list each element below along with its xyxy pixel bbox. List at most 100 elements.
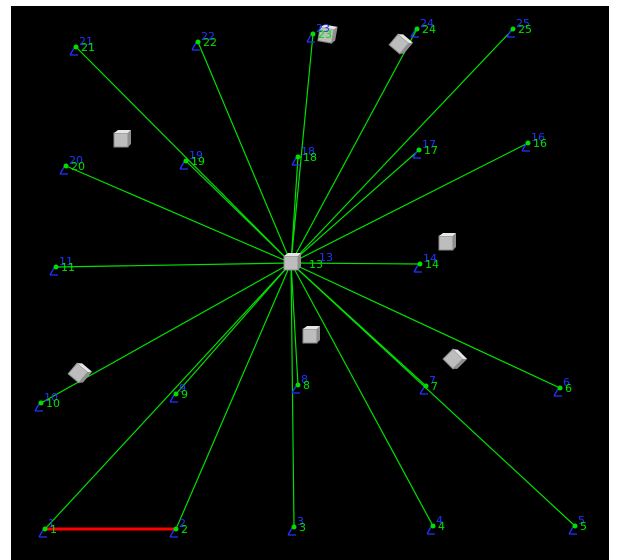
link-13-1[interactable] xyxy=(44,262,292,530)
link-13-24[interactable] xyxy=(290,28,418,264)
node-label: 3 xyxy=(299,521,306,534)
cube-face xyxy=(302,328,318,344)
link-13-20[interactable] xyxy=(65,165,292,264)
marker-icon xyxy=(291,385,300,394)
cube-icon xyxy=(438,233,456,251)
cube-side xyxy=(453,233,456,250)
node-dot xyxy=(423,383,429,389)
link-13-14[interactable] xyxy=(290,262,421,265)
node-5[interactable]: 55 xyxy=(568,514,587,535)
marker-icon xyxy=(34,403,43,412)
link-13-2[interactable] xyxy=(175,262,292,530)
marker-icon xyxy=(287,527,296,536)
node-label: 7 xyxy=(431,380,438,393)
link-13-4[interactable] xyxy=(290,262,434,527)
marker-label: 20 xyxy=(69,154,83,167)
cube-top xyxy=(439,233,456,236)
node-label: 2 xyxy=(181,523,188,536)
marker-icon xyxy=(291,157,300,166)
node-dot xyxy=(173,391,179,397)
node-dot xyxy=(510,26,516,32)
cubes-layer xyxy=(67,24,468,384)
marker-icon xyxy=(426,526,435,535)
link-13-22[interactable] xyxy=(197,41,292,264)
marker-label: 8 xyxy=(301,373,308,386)
marker-label: 18 xyxy=(301,145,315,158)
cube-side xyxy=(399,42,414,54)
marker-label: 17 xyxy=(422,138,436,151)
node-4[interactable]: 44 xyxy=(426,514,445,535)
link-13-6[interactable] xyxy=(290,262,561,389)
node-label: 16 xyxy=(533,137,547,150)
marker-label: 3 xyxy=(297,515,304,528)
cube-top xyxy=(77,363,93,373)
cube-face xyxy=(283,255,299,271)
node-3[interactable]: 33 xyxy=(287,515,306,536)
link-13-11[interactable] xyxy=(55,262,292,268)
link-13-23[interactable] xyxy=(290,33,314,264)
marker-icon xyxy=(553,388,562,397)
marker-label: 13 xyxy=(319,251,333,264)
link-13-21[interactable] xyxy=(75,46,292,264)
node-dot xyxy=(557,385,563,391)
cube-side xyxy=(298,253,301,270)
node-dot xyxy=(291,524,297,530)
link-13-7[interactable] xyxy=(290,262,427,387)
node-dot xyxy=(310,31,316,37)
node-dot xyxy=(38,400,44,406)
marker-label: 21 xyxy=(79,35,93,48)
marker-icon xyxy=(410,29,419,38)
node-2[interactable]: 22 xyxy=(169,517,188,538)
cube-icon xyxy=(317,24,338,44)
link-13-17[interactable] xyxy=(290,149,420,264)
node-label: 9 xyxy=(181,388,188,401)
node-dot xyxy=(73,44,79,50)
marker-icon xyxy=(169,394,178,403)
cube-top xyxy=(284,253,301,256)
node-1[interactable]: 11 xyxy=(38,517,57,538)
network-viewport[interactable]: 13 13 1 1 2 2 3 3 4 4 5 5 6 6 7 7 8 8 9 9 10 10 11 11 14 14 16 16 17… xyxy=(11,6,609,560)
link-13-16[interactable] xyxy=(290,142,529,264)
link-13-9[interactable] xyxy=(175,262,292,395)
node-label: 11 xyxy=(61,261,75,274)
node-dot xyxy=(416,147,422,153)
node-label: 17 xyxy=(424,144,438,157)
node-label: 5 xyxy=(580,520,587,533)
cube-icon xyxy=(113,130,131,148)
cube-top xyxy=(114,130,131,133)
link-13-25[interactable] xyxy=(290,28,514,264)
marker-icon xyxy=(38,529,47,538)
link-13-3[interactable] xyxy=(290,262,295,528)
node-dot xyxy=(295,382,301,388)
node-6[interactable]: 66 xyxy=(553,376,572,397)
node-9[interactable]: 99 xyxy=(169,382,188,403)
marker-label: 14 xyxy=(423,252,437,265)
node-7[interactable]: 77 xyxy=(419,374,438,395)
node-8[interactable]: 88 xyxy=(291,373,310,394)
marker-icon xyxy=(191,42,200,51)
cube-icon xyxy=(67,362,93,384)
cube-top xyxy=(303,326,320,329)
node-label: 13 xyxy=(309,258,323,271)
link-13-8[interactable] xyxy=(290,262,299,386)
marker-label: 23 xyxy=(316,22,330,35)
marker-label: 9 xyxy=(179,382,186,395)
node-dot xyxy=(195,39,201,45)
marker-icon xyxy=(306,34,315,43)
node-label: 1 xyxy=(50,523,57,536)
marker-icon xyxy=(59,166,68,175)
